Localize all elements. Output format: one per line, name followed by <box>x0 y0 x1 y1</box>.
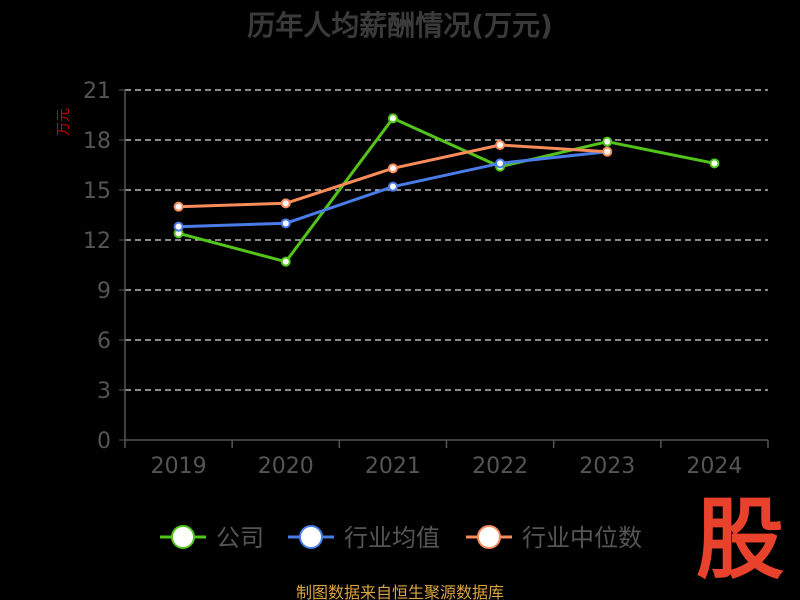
x-tick-label: 2020 <box>258 454 314 479</box>
axes: 0 3 6 9 12 15 18 21 2019 2020 2021 2022 2023 2024 <box>83 79 769 479</box>
legend-label: 行业均值 <box>344 524 440 552</box>
x-tick-label: 2023 <box>579 454 635 479</box>
y-tick-label: 3 <box>97 379 111 404</box>
legend: 公司 行业均值 行业中位数 <box>160 524 642 552</box>
y-tick-label: 15 <box>83 179 111 204</box>
chart-title: 历年人均薪酬情况(万元) <box>247 9 553 42</box>
y-axis-label: 万元 <box>56 108 72 136</box>
y-tick-label: 0 <box>97 429 111 454</box>
x-tick-label: 2019 <box>151 454 207 479</box>
x-tick-label: 2021 <box>365 454 421 479</box>
y-tick-label: 12 <box>83 229 111 254</box>
y-tick-label: 6 <box>97 329 111 354</box>
legend-label: 行业中位数 <box>522 524 642 552</box>
data-point <box>173 221 184 232</box>
y-tick-label: 18 <box>83 129 111 154</box>
data-point <box>495 158 506 169</box>
data-point <box>280 256 291 267</box>
legend-swatch-marker <box>299 525 323 549</box>
data-point <box>602 136 613 147</box>
data-point <box>709 158 720 169</box>
legend-label: 公司 <box>216 524 264 552</box>
brand-logo: 股 <box>695 488 784 591</box>
y-tick-label: 21 <box>83 79 111 104</box>
data-point <box>387 163 398 174</box>
x-tick-label: 2022 <box>472 454 528 479</box>
legend-swatch-marker <box>477 525 501 549</box>
legend-swatch-marker <box>171 525 195 549</box>
data-point <box>387 113 398 124</box>
data-point <box>280 198 291 209</box>
data-point <box>173 201 184 212</box>
series-line-0 <box>178 116 715 264</box>
x-tick-label: 2024 <box>686 454 742 479</box>
data-point <box>387 181 398 192</box>
data-point <box>280 218 291 229</box>
data-point <box>602 146 613 157</box>
data-source: 制图数据来自恒生聚源数据库 <box>295 583 504 600</box>
series-line-2 <box>178 143 608 209</box>
grid-lines <box>125 89 768 391</box>
data-point <box>495 140 506 150</box>
series-lines <box>173 113 720 267</box>
y-tick-label: 9 <box>97 279 111 304</box>
